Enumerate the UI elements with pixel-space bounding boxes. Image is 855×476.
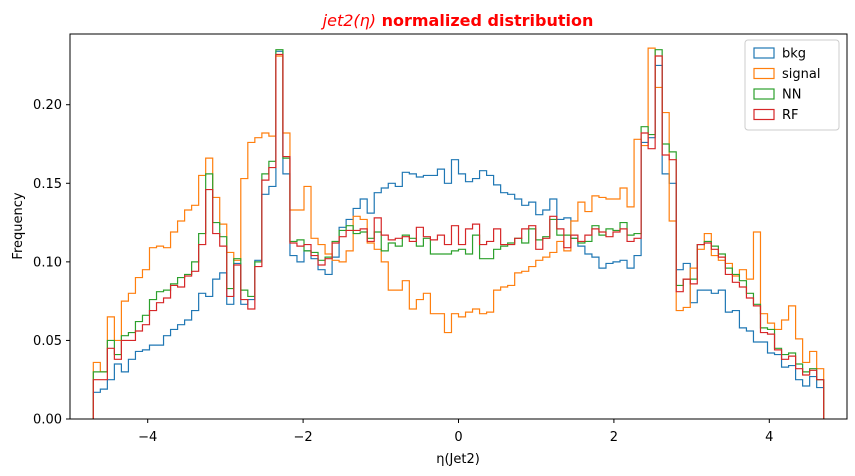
y-tick-label: 0.00 [33, 413, 62, 428]
chart-title: jet2(η) normalized distribution [321, 11, 594, 30]
legend-swatch-rf [753, 108, 775, 121]
series-layer [92, 47, 825, 419]
x-tick-label: 4 [765, 430, 773, 445]
legend-label-nn: NN [782, 88, 801, 103]
series-bkg-step-line [92, 50, 825, 419]
series-rf-step-line [92, 53, 825, 419]
axes-layer: −4 −2 0 2 4 0.00 0.05 0.10 0.15 0.20 [33, 33, 848, 445]
legend-box [744, 39, 840, 131]
chart-title-text: normalized distribution [376, 11, 593, 30]
legend-label-rf: RF [782, 108, 799, 123]
chart-title-math: jet2(η) [321, 11, 376, 30]
x-tick-label: 0 [454, 430, 462, 445]
y-axis-label: Frequency [11, 192, 26, 259]
legend-swatch-bkg [753, 47, 775, 59]
series-signal-step-line [92, 47, 825, 419]
legend-swatch-signal [753, 67, 775, 80]
x-tick-label: 2 [610, 430, 618, 445]
y-tick-label: 0.15 [33, 177, 62, 192]
legend: bkg signal NN RF [744, 39, 840, 131]
x-axis-label: η(Jet2) [436, 452, 480, 467]
y-tick-label: 0.10 [33, 255, 62, 270]
legend-label-bkg: bkg [782, 47, 806, 62]
x-tick-label: −4 [138, 430, 157, 445]
y-tick-label: 0.05 [33, 334, 62, 349]
legend-label-signal: signal [782, 67, 820, 82]
legend-swatch-nn [753, 88, 775, 100]
y-tick-label: 0.20 [33, 98, 62, 113]
x-tick-label: −2 [294, 430, 313, 445]
